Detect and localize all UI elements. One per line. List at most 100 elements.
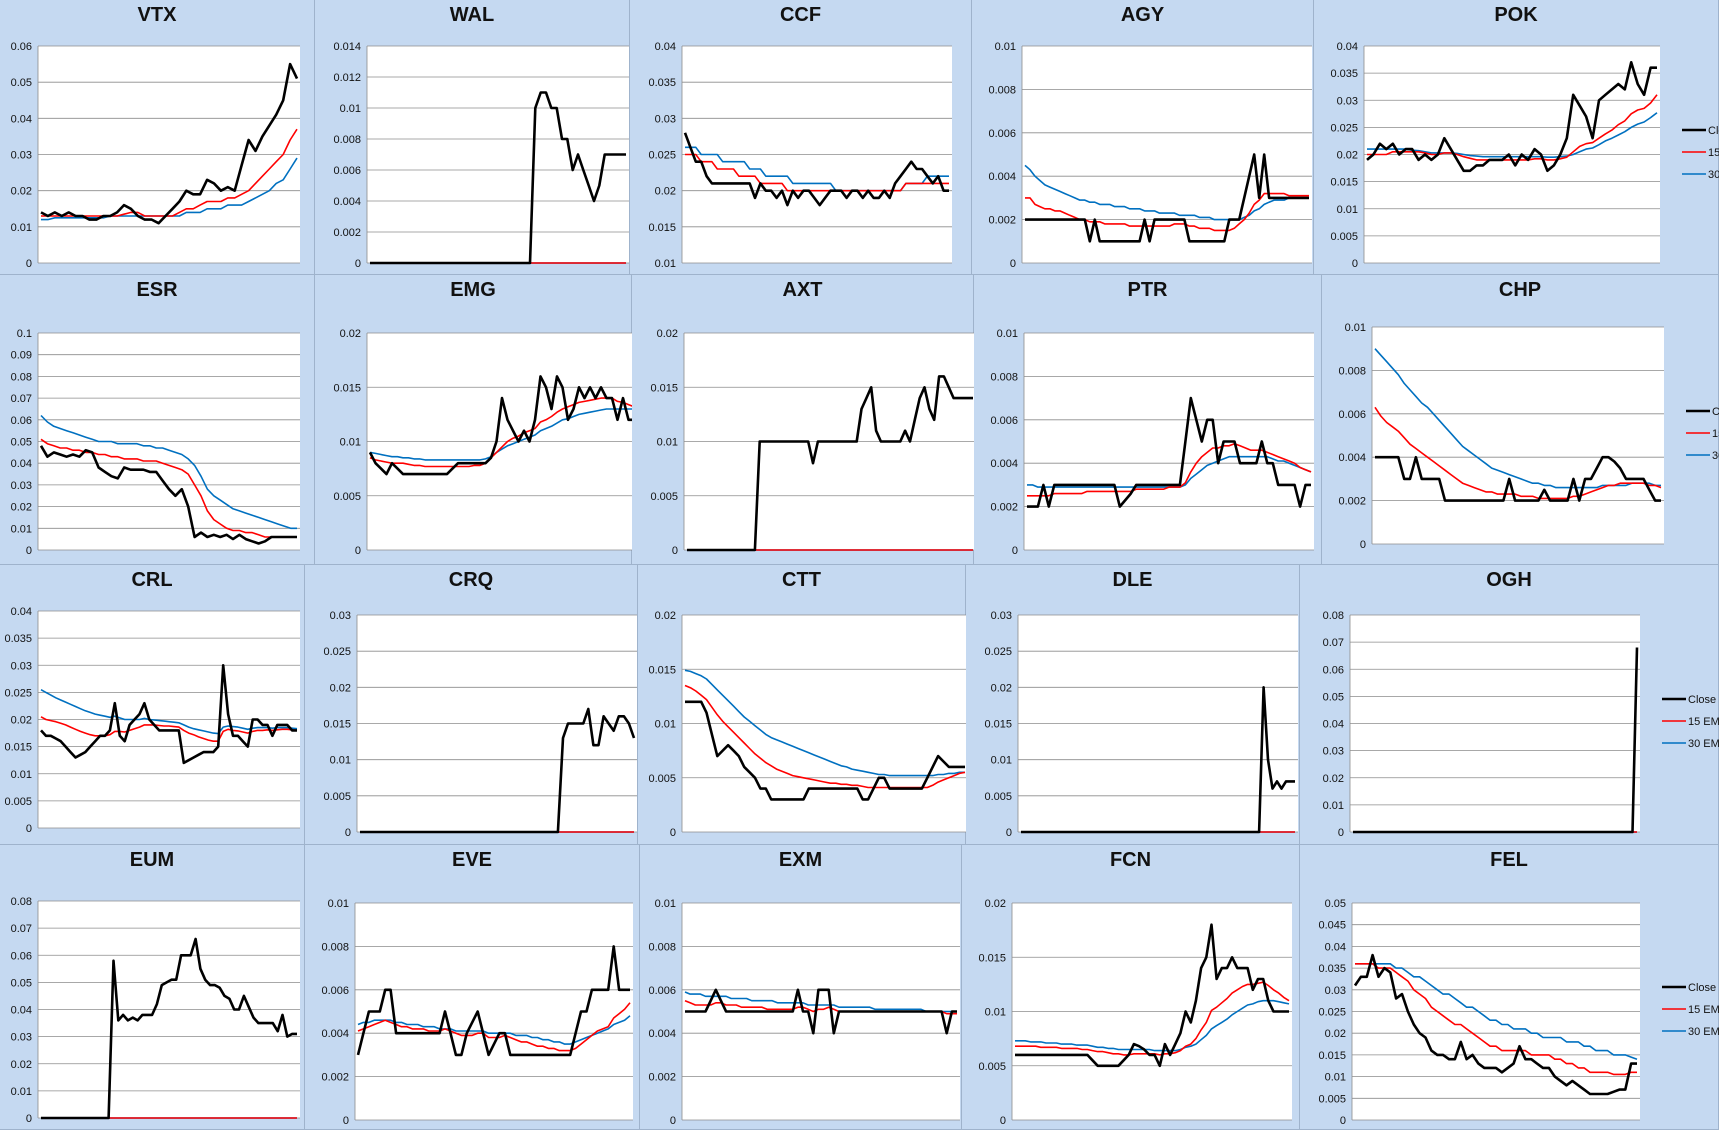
y-tick-label: 0.025 [648,150,676,162]
y-tick-label: 0.05 [11,977,32,989]
y-tick-label: 0.04 [11,458,32,470]
chart-title: WAL [449,4,495,26]
y-tick-label: 0.03 [330,610,351,622]
series-line-close [1027,396,1311,508]
series-line-close [1353,953,1637,1096]
y-tick-label: 0.01 [991,755,1012,767]
legend-label: Close [1688,982,1716,994]
chart-plot-area: 0 0.005 0.01 0.015 0.02 [978,898,1292,1127]
chart-panel-dle: DLE 0 0.005 0.01 0.015 0.02 0.025 0.03 [966,565,1300,845]
legend-label: 15 EM [1688,1004,1719,1016]
y-tick-label: 0.008 [648,941,676,953]
y-tick-label: 0.02 [1325,1028,1346,1040]
y-tick-label: 0.006 [321,985,349,997]
chart-plot-area: 0 0.005 0.01 0.015 0.02 [333,328,637,557]
y-tick-label: 0.015 [648,222,676,234]
series-line-close [1015,923,1289,1068]
y-tick-label: 0.03 [1323,746,1344,758]
y-tick-label: 0.015 [333,382,361,394]
chart-panel-ctt: CTT 0 0.005 0.01 0.015 0.02 [638,565,968,845]
y-tick-label: 0 [1338,827,1344,839]
chart-title: ESR [136,279,178,301]
y-tick-label: 0.004 [648,1028,676,1040]
chart-title: FCN [1109,849,1152,871]
y-tick-label: 0.04 [1323,719,1344,731]
series-line-30-ema [1015,999,1290,1052]
y-tick-label: 0.06 [11,415,32,427]
y-tick-label: 0.09 [11,350,32,362]
series-line-close [360,707,636,834]
y-tick-label: 0 [355,258,361,270]
chart-plot-area: 0 0.002 0.004 0.006 0.008 0.01 0.012 0.014 [333,41,629,270]
y-tick-label: 0.04 [11,113,32,125]
chart-plot-area: 0 0.01 0.02 0.03 0.04 0.05 0.06 [11,41,300,270]
chart-plot-area: 0 0.002 0.004 0.006 0.008 0.01 [648,898,960,1127]
chart-panel-pok: POK 0 0.005 0.01 0.015 0.02 0.025 0.03 0.035 0.04… [1314,0,1719,275]
y-tick-label: 0.08 [1323,610,1344,622]
y-tick-label: 0 [345,827,351,839]
y-tick-label: 0.01 [655,719,676,731]
chart-plot-area: 0 0.002 0.004 0.006 0.008 0.01 [988,41,1312,270]
y-tick-label: 0.005 [4,796,32,808]
chart-panel-vtx: VTX 0 0.01 0.02 0.03 0.04 0.05 0.06 [0,0,315,275]
y-tick-label: 0.035 [4,633,32,645]
y-tick-label: 0.005 [333,491,361,503]
y-tick-label: 0.014 [333,41,361,53]
y-tick-label: 0.02 [11,186,32,198]
series-line-close [687,375,973,552]
y-tick-label: 0.02 [1337,150,1358,162]
y-tick-label: 0.02 [985,898,1006,910]
plot-background [355,903,633,1120]
y-tick-label: 0.008 [1338,365,1366,377]
y-tick-label: 0.02 [991,682,1012,694]
y-tick-label: 0.006 [333,165,361,177]
series-line-close [683,132,949,207]
y-tick-label: 0.002 [321,1072,349,1084]
y-tick-label: 0.01 [11,769,32,781]
y-tick-label: 0 [1006,827,1012,839]
chart-title: CHP [1498,279,1542,301]
y-tick-label: 0.045 [1318,920,1346,932]
y-tick-label: 0.01 [11,222,32,234]
chart-panel-crq: CRQ 0 0.005 0.01 0.015 0.02 0.025 0.03 [305,565,638,845]
chart-plot-area: 0 0.002 0.004 0.006 0.008 0.01 Close 15 EMA 30 E… [1338,322,1719,551]
series-line-close [356,945,630,1057]
chart-panel-fcn: FCN 0 0.005 0.01 0.015 0.02 [962,845,1300,1130]
y-tick-label: 0 [26,545,32,557]
y-tick-label: 0.08 [11,896,32,908]
legend-label: 30 EM [1688,738,1719,750]
y-tick-label: 0.08 [11,371,32,383]
y-tick-label: 0.005 [1318,1093,1346,1105]
y-tick-label: 0.008 [988,84,1016,96]
y-tick-label: 0.035 [648,77,676,89]
series-line-close [1375,455,1661,502]
legend-label: Close [1708,125,1719,137]
y-tick-label: 0.06 [1323,664,1344,676]
chart-plot-area: 0 0.005 0.01 0.015 0.02 0.025 0.03 [323,610,637,839]
series-line-15-ema [1374,406,1662,500]
chart-panel-eum: EUM 0 0.01 0.02 0.03 0.04 0.05 0.06 0.07 0.08 [0,845,305,1130]
chart-title: EMG [450,279,496,301]
chart-plot-area: 0 0.01 0.02 0.03 0.04 0.05 0.06 0.07 0.08 0.09 0.1 [11,328,300,557]
y-tick-label: 0 [355,545,361,557]
chart-title: FEL [1490,849,1528,871]
series-line-30-ema [369,408,634,461]
y-tick-label: 0.01 [655,898,676,910]
y-tick-label: 0.04 [11,606,32,618]
chart-title: VTX [137,4,177,26]
y-tick-label: 0.03 [11,660,32,672]
y-tick-label: 0.025 [4,687,32,699]
series-line-close [370,91,626,265]
y-tick-label: 0.03 [11,1032,32,1044]
legend-label: 30 EMA [1708,169,1719,181]
chart-title: CRQ [448,569,494,591]
y-tick-label: 0.002 [1338,496,1366,508]
y-tick-label: 0.004 [1338,452,1366,464]
y-tick-label: 0.03 [1337,95,1358,107]
series-line-close [39,445,297,545]
series-line-close [40,664,297,765]
y-tick-label: 0 [1360,539,1366,551]
series-line-15-ema [1025,192,1309,232]
y-tick-label: 0.03 [655,113,676,125]
y-tick-label: 0.005 [648,773,676,785]
